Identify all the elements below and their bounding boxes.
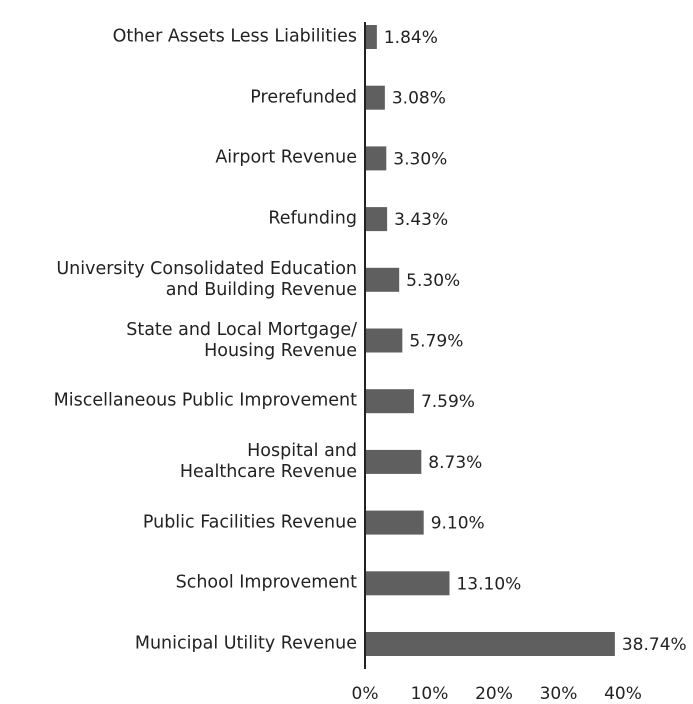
- bar: [365, 207, 388, 232]
- category-label: Prerefunded: [250, 87, 357, 108]
- bar: [365, 510, 424, 535]
- category-label: Other Assets Less Liabilities: [112, 26, 357, 47]
- bar: [365, 571, 450, 596]
- value-label: 7.59%: [421, 392, 475, 412]
- value-label: 5.79%: [409, 332, 463, 352]
- bar: [365, 267, 400, 292]
- value-label: 38.74%: [622, 635, 687, 655]
- value-label: 8.73%: [428, 453, 482, 473]
- x-tick-label: 10%: [411, 684, 449, 704]
- category-label: Miscellaneous Public Improvement: [53, 390, 357, 411]
- x-tick-label: 30%: [540, 684, 578, 704]
- category-label: State and Local Mortgage/ Housing Revenu…: [126, 319, 357, 361]
- value-label: 13.10%: [456, 574, 521, 594]
- value-label: 9.10%: [431, 514, 485, 534]
- value-label: 1.84%: [384, 28, 438, 48]
- bar: [365, 85, 385, 110]
- category-label: Hospital and Healthcare Revenue: [179, 440, 357, 482]
- category-label: Public Facilities Revenue: [142, 512, 357, 533]
- bar: [365, 449, 422, 474]
- value-label: 5.30%: [406, 271, 460, 291]
- bar: [365, 146, 387, 171]
- category-label: Airport Revenue: [215, 147, 357, 168]
- bar: [365, 632, 615, 656]
- bar: [365, 389, 414, 414]
- value-label: 3.43%: [394, 210, 448, 230]
- category-label: School Improvement: [175, 572, 357, 593]
- category-label: Municipal Utility Revenue: [134, 633, 357, 654]
- x-tick-label: 40%: [604, 684, 642, 704]
- bar: [365, 25, 377, 49]
- category-label: University Consolidated Education and Bu…: [56, 258, 357, 300]
- category-label: Refunding: [268, 208, 357, 229]
- x-tick-label: 20%: [475, 684, 513, 704]
- x-tick-label: 0%: [352, 684, 379, 704]
- value-label: 3.08%: [392, 89, 446, 109]
- value-label: 3.30%: [393, 149, 447, 169]
- bar: [365, 328, 403, 353]
